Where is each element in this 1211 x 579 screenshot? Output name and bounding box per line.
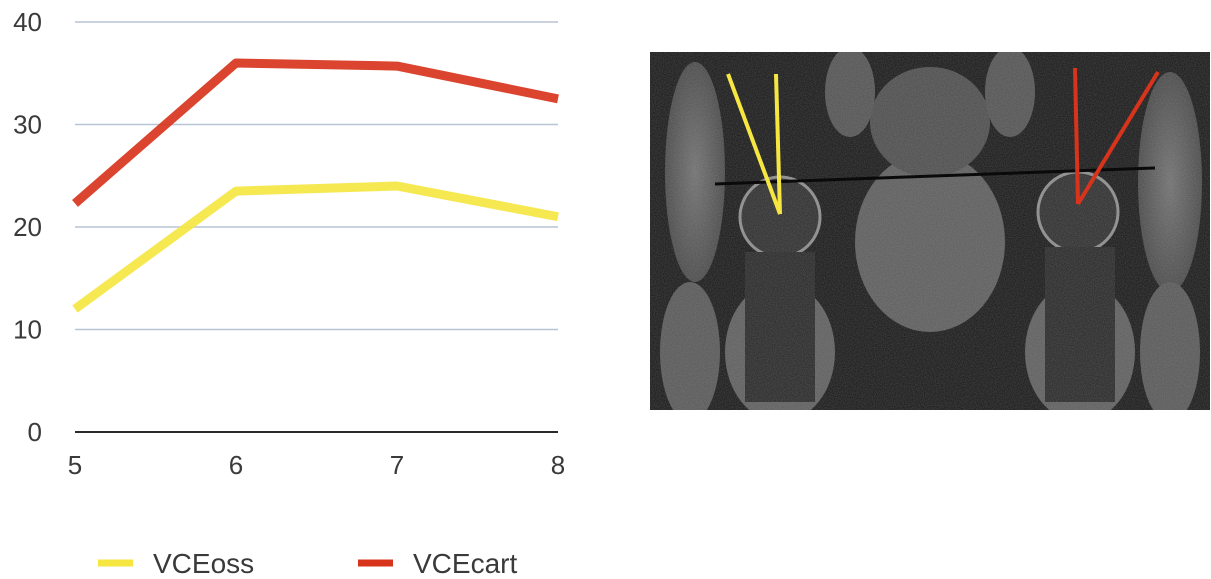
measurement-overlay: [714, 67, 1160, 215]
x-tick-label: 6: [229, 450, 243, 480]
legend-label: VCEcart: [413, 548, 517, 579]
series-line-vcecart: [72, 58, 559, 207]
series-line-vceoss: [72, 181, 559, 313]
y-tick-label: 0: [28, 417, 42, 447]
x-tick-label: 7: [390, 450, 404, 480]
x-tick-label: 8: [551, 450, 565, 480]
y-axis-ticks: 0 10 20 30 40: [13, 7, 42, 447]
legend: VCEoss VCEcart: [98, 548, 517, 579]
y-tick-label: 10: [13, 315, 42, 345]
grid-lines: [75, 21, 558, 331]
y-tick-label: 20: [13, 212, 42, 242]
x-tick-label: 5: [68, 450, 82, 480]
mri-image: [650, 52, 1210, 410]
y-tick-label: 30: [13, 110, 42, 140]
y-tick-label: 40: [13, 7, 42, 37]
x-axis-ticks: 5 6 7 8: [68, 450, 565, 480]
legend-label: VCEoss: [153, 548, 254, 579]
series-lines: [72, 58, 559, 313]
line-chart: 0 10 20 30 40 5 6 7 8 VCEoss VCEcart: [13, 7, 565, 579]
